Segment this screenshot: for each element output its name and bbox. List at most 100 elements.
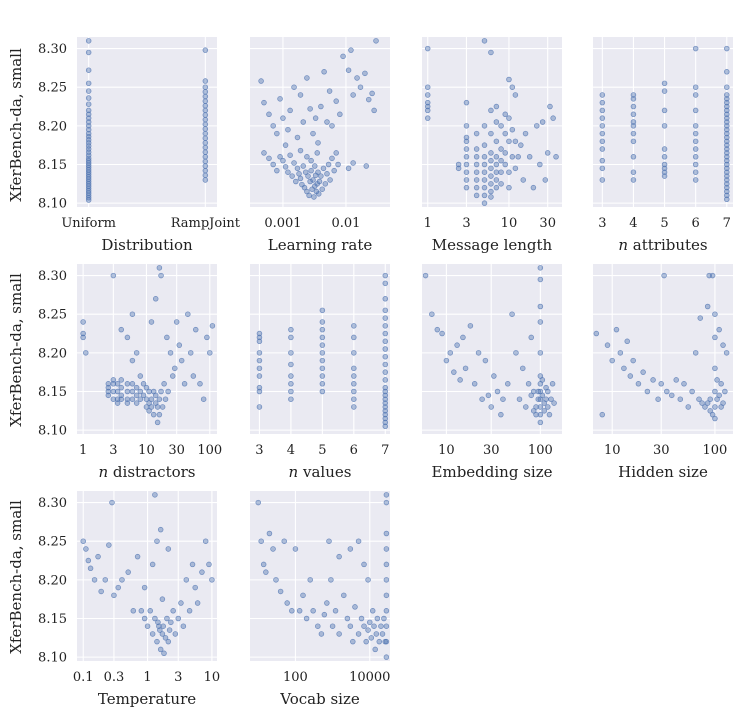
data-point <box>256 334 263 341</box>
data-point <box>256 365 263 372</box>
data-point <box>159 631 166 637</box>
data-point <box>547 103 553 110</box>
data-point <box>712 415 718 422</box>
data-point <box>307 577 313 583</box>
data-point <box>186 608 193 614</box>
data-point <box>351 334 357 341</box>
data-point <box>256 330 263 337</box>
data-point <box>297 92 304 98</box>
data-point <box>658 381 664 387</box>
data-point <box>350 92 356 98</box>
panel-background <box>422 264 562 434</box>
data-point <box>172 365 178 372</box>
data-point <box>493 138 500 145</box>
data-point <box>202 84 209 90</box>
data-point <box>463 134 470 141</box>
data-point <box>604 342 611 348</box>
data-point <box>644 388 651 395</box>
data-point <box>515 154 521 160</box>
data-point <box>702 404 708 410</box>
data-point <box>282 164 289 170</box>
data-point <box>308 167 314 174</box>
data-point <box>322 181 329 187</box>
data-point <box>617 350 624 356</box>
data-point <box>439 330 445 337</box>
data-point <box>661 146 668 152</box>
panel-background <box>593 37 733 207</box>
data-point <box>325 161 332 168</box>
data-point <box>85 111 92 118</box>
data-point <box>149 631 156 637</box>
data-point <box>316 191 322 197</box>
data-point <box>498 157 504 164</box>
data-point <box>202 93 209 100</box>
data-point <box>539 119 546 125</box>
data-point <box>383 530 390 537</box>
data-point <box>424 115 431 121</box>
data-point <box>471 381 478 387</box>
data-point <box>256 357 263 364</box>
data-point <box>148 396 155 402</box>
data-point <box>429 311 435 317</box>
data-point <box>661 80 668 87</box>
data-point <box>498 411 504 418</box>
data-point <box>85 38 92 44</box>
data-point <box>152 492 158 498</box>
data-point <box>161 381 167 387</box>
data-point <box>146 388 152 395</box>
data-point <box>475 350 482 356</box>
data-point <box>157 627 163 633</box>
data-point <box>553 154 559 160</box>
data-point <box>312 163 318 169</box>
data-point <box>481 177 488 183</box>
data-point <box>192 584 198 591</box>
data-point <box>677 396 684 402</box>
data-point <box>202 78 209 84</box>
data-point <box>148 404 155 410</box>
data-point <box>481 154 488 160</box>
data-point <box>114 381 121 387</box>
data-point <box>129 388 136 395</box>
y-tick-label: 8.20 <box>38 346 67 361</box>
data-point <box>525 381 532 387</box>
data-point <box>310 130 316 137</box>
data-point <box>347 623 354 629</box>
data-point <box>291 160 297 166</box>
data-point <box>310 608 316 614</box>
x-axis-label: Temperature <box>98 690 196 708</box>
data-point <box>319 334 326 341</box>
data-point <box>382 369 389 375</box>
x-tick-label: 5 <box>660 216 668 231</box>
data-point <box>463 177 470 183</box>
data-point <box>506 138 512 145</box>
data-point <box>709 272 716 279</box>
data-point <box>266 530 273 537</box>
data-point <box>202 158 209 165</box>
data-point <box>371 107 377 114</box>
data-point <box>371 623 377 629</box>
data-point <box>720 342 726 348</box>
x-tick-label: RampJoint <box>171 216 241 231</box>
data-point <box>537 265 544 271</box>
data-point <box>319 186 325 192</box>
x-tick-label: 7 <box>723 216 731 231</box>
data-point <box>498 181 504 187</box>
data-point <box>481 38 488 44</box>
data-point <box>202 112 209 118</box>
data-point <box>488 173 494 179</box>
data-point <box>152 296 159 302</box>
y-tick-label: 8.15 <box>38 158 67 173</box>
data-point <box>119 577 125 583</box>
data-point <box>154 419 161 426</box>
data-point <box>383 654 390 660</box>
data-point <box>266 155 272 162</box>
data-point <box>537 276 544 283</box>
data-point <box>473 177 480 183</box>
data-point <box>494 388 501 395</box>
data-point <box>457 377 463 383</box>
data-point <box>80 330 86 337</box>
data-point <box>351 365 357 372</box>
data-point <box>83 546 89 552</box>
data-point <box>365 627 371 633</box>
